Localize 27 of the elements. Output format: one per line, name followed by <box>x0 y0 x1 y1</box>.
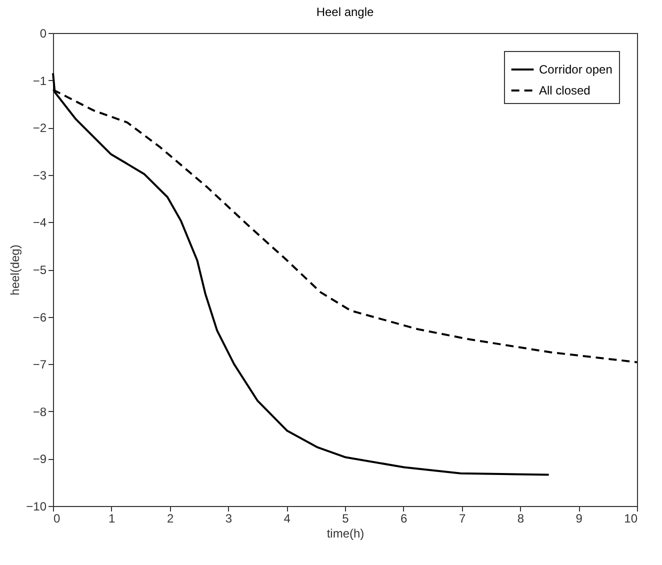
x-tick-label: 1 <box>108 512 116 526</box>
y-tick-label: −10 <box>26 500 47 514</box>
y-axis-title: heel(deg) <box>8 244 22 296</box>
x-tick-label: 4 <box>284 512 291 526</box>
y-tick-label: −4 <box>32 216 47 230</box>
y-tick-label: 0 <box>40 26 47 40</box>
y-tick-label: −3 <box>32 168 47 182</box>
x-tick-label: 3 <box>225 512 232 526</box>
x-tick-label: 2 <box>166 512 174 526</box>
x-tick-label: 7 <box>458 512 466 526</box>
y-tick-label: −2 <box>32 121 47 136</box>
x-tick-label: 9 <box>576 512 583 526</box>
y-tick-label: −8 <box>32 404 47 419</box>
x-tick-label: 10 <box>624 512 638 526</box>
legend-label: All closed <box>539 84 590 98</box>
x-tick-label: 8 <box>517 512 524 526</box>
y-tick-label: −6 <box>32 310 47 324</box>
y-tick-label: −1 <box>32 74 47 88</box>
x-tick-label: 0 <box>54 512 60 526</box>
x-tick-label: 6 <box>400 512 408 526</box>
x-axis-title: time(h) <box>326 526 364 540</box>
y-tick-label: −7 <box>32 358 47 372</box>
y-tick-label: −9 <box>32 452 47 466</box>
chart-title: Heel angle <box>316 5 374 19</box>
legend-label: Corridor open <box>539 62 612 76</box>
x-tick-label: 5 <box>342 512 350 526</box>
y-tick-label: −5 <box>32 263 47 277</box>
